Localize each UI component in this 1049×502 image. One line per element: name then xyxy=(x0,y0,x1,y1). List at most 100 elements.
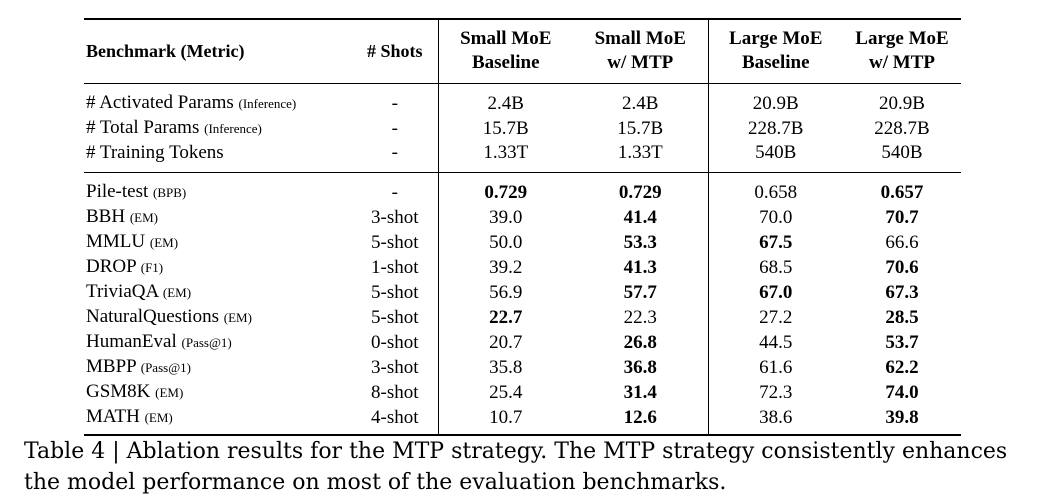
benchmark-cell: Pile-test (BPB) xyxy=(84,173,352,206)
value-cell: 41.3 xyxy=(623,256,657,278)
value-cell: 27.2 xyxy=(707,305,843,330)
benchmark-cell: # Activated Params (Inference) xyxy=(84,84,352,117)
shots-cell: 4-shot xyxy=(371,406,419,428)
value-cell: 39.8 xyxy=(885,406,919,428)
metric-note: (EM) xyxy=(223,310,252,325)
benchmark-name: DROP xyxy=(86,256,136,277)
value-cell: 2.4B xyxy=(437,83,573,116)
metric-note: (EM) xyxy=(162,285,192,300)
benchmark-cell: MBPP (Pass@1) xyxy=(84,355,352,380)
value-cell: 72.3 xyxy=(707,380,843,405)
table-row: MATH (EM) 4-shot 10.7 12.6 38.6 39.8 xyxy=(84,405,961,435)
value-cell: 53.7 xyxy=(885,331,919,353)
shots-cell: 5-shot xyxy=(371,231,419,253)
header-small-moe-baseline: Small MoE Baseline xyxy=(437,19,573,84)
value-cell: 28.5 xyxy=(885,306,919,328)
value-cell: 70.6 xyxy=(885,256,919,278)
value-cell: 22.7 xyxy=(437,305,573,330)
value-cell: 20.9B xyxy=(879,92,925,114)
header-line: Large MoE xyxy=(729,28,823,49)
metric-note: (BPB) xyxy=(153,185,187,200)
value-cell: 1.33T xyxy=(617,142,663,163)
table-row: # Activated Params (Inference) - 2.4B 2.4B 2… xyxy=(84,83,961,117)
table-row: # Total Params (Inference) - 15.7B 15.7B 228… xyxy=(84,116,961,141)
table-row: HumanEval (Pass@1) 0-shot 20.7 26.8 44.5 53.7 xyxy=(84,330,961,355)
header-large-moe-baseline: Large MoE Baseline xyxy=(707,19,843,84)
shots-cell: - xyxy=(391,181,398,203)
shots-cell: 1-shot xyxy=(371,256,419,278)
metric-note: (F1) xyxy=(140,260,164,275)
value-cell: 1.33T xyxy=(437,141,573,173)
shots-cell: 5-shot xyxy=(371,281,419,303)
value-cell: 57.7 xyxy=(623,281,657,303)
value-cell: 20.9B xyxy=(707,83,843,116)
shots-cell: 5-shot xyxy=(371,306,419,328)
value-cell: 67.0 xyxy=(707,280,843,305)
shots-cell: 3-shot xyxy=(371,356,419,378)
table-caption: Table 4 | Ablation results for the MTP s… xyxy=(24,439,1008,495)
value-cell: 50.0 xyxy=(437,230,573,255)
metric-note: (EM) xyxy=(155,385,184,400)
value-cell: 0.658 xyxy=(707,172,843,205)
benchmark-name: Pile-test xyxy=(86,181,149,202)
shots-cell: 8-shot xyxy=(371,381,419,403)
value-cell: 22.3 xyxy=(623,306,657,328)
value-cell: 66.6 xyxy=(885,231,919,253)
shots-cell: - xyxy=(391,142,398,163)
value-cell: 39.2 xyxy=(437,255,573,280)
params-section: # Activated Params (Inference) - 2.4B 2.4B 2… xyxy=(84,83,961,173)
header-line: Large MoE xyxy=(855,28,949,49)
metric-note: (EM) xyxy=(129,210,158,225)
benchmark-name: # Training Tokens xyxy=(86,142,224,163)
value-cell: 36.8 xyxy=(623,356,657,378)
header-large-moe-mtp: Large MoE w/ MTP xyxy=(843,19,961,84)
header-benchmark-metric: Benchmark (Metric) xyxy=(86,41,245,61)
benchmark-name: GSM8K xyxy=(86,381,151,402)
table-row: MMLU (EM) 5-shot 50.0 53.3 67.5 66.6 xyxy=(84,230,961,255)
value-cell: 70.0 xyxy=(707,205,843,230)
results-table: Benchmark (Metric) # Shots Small MoE Bas… xyxy=(84,18,961,436)
table-row: GSM8K (EM) 8-shot 25.4 31.4 72.3 74.0 xyxy=(84,380,961,405)
shots-cell: 3-shot xyxy=(371,206,419,228)
benchmark-name: BBH xyxy=(86,206,126,227)
benchmark-name: MBPP xyxy=(86,356,136,377)
shots-cell: - xyxy=(391,92,398,114)
header-line: w/ MTP xyxy=(869,52,935,73)
value-cell: 15.7B xyxy=(437,116,573,141)
benchmark-cell: # Training Tokens xyxy=(84,141,352,173)
value-cell: 2.4B xyxy=(622,92,659,114)
benchmark-cell: TriviaQA (EM) xyxy=(84,280,352,305)
metric-note: (Inference) xyxy=(238,96,297,111)
benchmarks-section: Pile-test (BPB) - 0.729 0.729 0.658 0.657 BBH … xyxy=(84,172,961,435)
benchmark-cell: # Total Params (Inference) xyxy=(84,116,352,141)
benchmark-cell: BBH (EM) xyxy=(84,205,352,230)
benchmark-name: NaturalQuestions xyxy=(86,306,219,327)
value-cell: 0.729 xyxy=(618,181,662,203)
value-cell: 67.3 xyxy=(885,281,919,303)
benchmark-name: # Total Params xyxy=(86,117,200,138)
value-cell: 70.7 xyxy=(885,206,919,228)
table-row: # Training Tokens - 1.33T 1.33T 540B 540B xyxy=(84,141,961,173)
benchmark-name: # Activated Params xyxy=(86,92,234,113)
value-cell: 38.6 xyxy=(707,405,843,435)
value-cell: 0.657 xyxy=(880,181,924,203)
table-row: MBPP (Pass@1) 3-shot 35.8 36.8 61.6 62.2 xyxy=(84,355,961,380)
table-row: Pile-test (BPB) - 0.729 0.729 0.658 0.657 xyxy=(84,172,961,206)
value-cell: 26.8 xyxy=(623,331,657,353)
header-line: Baseline xyxy=(741,52,810,73)
header-line: Small MoE xyxy=(460,28,552,49)
value-cell: 20.7 xyxy=(437,330,573,355)
header-line: w/ MTP xyxy=(607,52,674,73)
metric-note: (EM) xyxy=(144,410,173,425)
value-cell: 39.0 xyxy=(437,205,573,230)
value-cell: 10.7 xyxy=(437,405,573,435)
benchmark-cell: MMLU (EM) xyxy=(84,230,352,255)
metric-note: (Pass@1) xyxy=(140,360,191,375)
value-cell: 540B xyxy=(707,141,843,173)
value-cell: 0.729 xyxy=(437,172,573,205)
value-cell: 74.0 xyxy=(885,381,919,403)
metric-note: (Pass@1) xyxy=(181,335,232,350)
benchmark-name: MATH xyxy=(86,406,140,427)
value-cell: 44.5 xyxy=(707,330,843,355)
